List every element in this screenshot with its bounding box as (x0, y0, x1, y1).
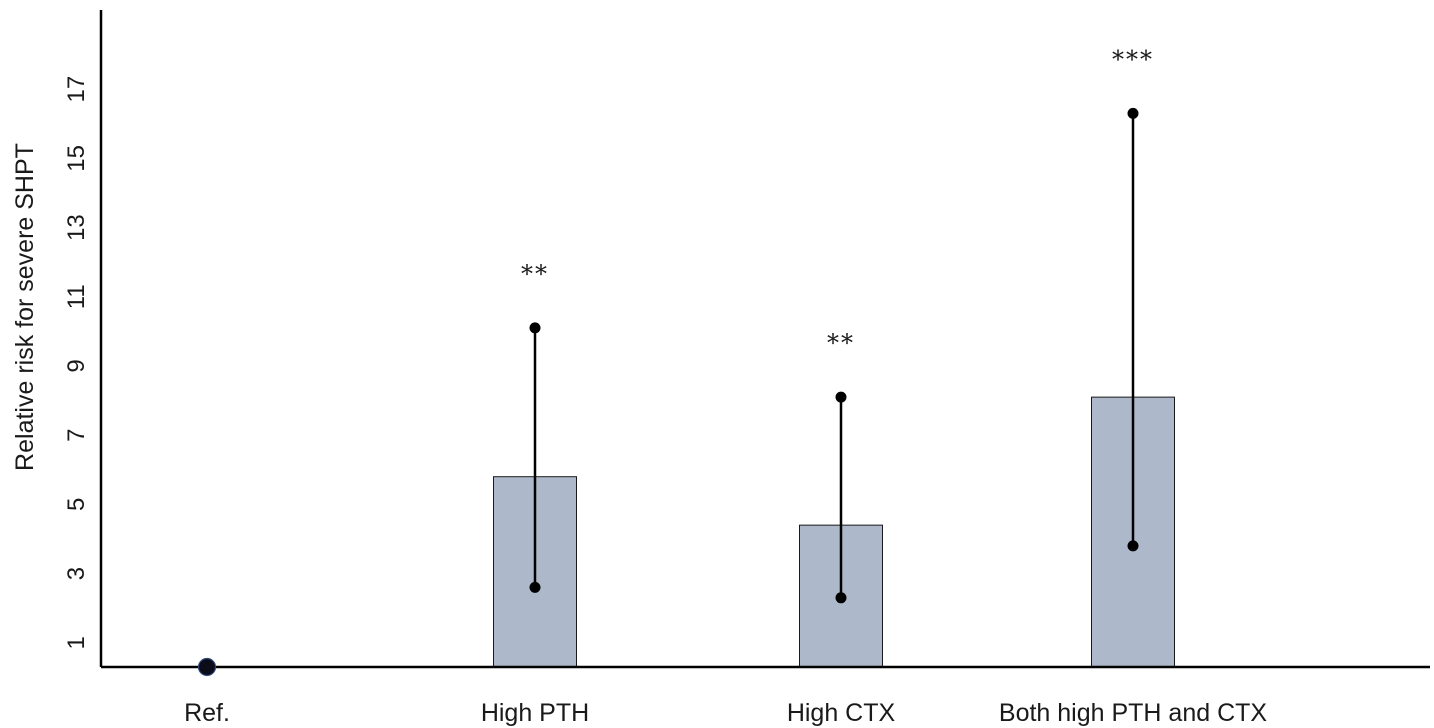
y-tick-label: 3 (63, 567, 90, 580)
y-tick-label: 1 (63, 636, 90, 649)
error-bars-group (529, 107, 1139, 604)
x-category-label: High CTX (787, 699, 896, 727)
ci-lower-dot (835, 592, 847, 604)
x-category-label: Both high PTH and CTX (999, 699, 1268, 727)
bars-group (493, 396, 1175, 668)
y-tick-label: 5 (63, 498, 90, 511)
axes-group (99, 10, 1430, 669)
y-tick-label: 13 (63, 214, 90, 241)
y-tick-label: 7 (63, 429, 90, 442)
x-category-label: High PTH (481, 699, 589, 727)
ci-upper-dot (835, 391, 847, 403)
ci-upper-dot (1127, 107, 1139, 119)
ci-lower-dot (1127, 540, 1139, 552)
reference-point-group (197, 657, 217, 677)
y-tick-label: 11 (63, 284, 90, 309)
x-axis-labels: Ref. High PTH High CTX Both high PTH and CT… (184, 699, 1267, 727)
y-tick-label: 17 (63, 76, 90, 103)
ci-upper-dot (529, 322, 541, 334)
significance-labels: ******* (521, 45, 1154, 357)
x-category-label: Ref. (184, 699, 230, 727)
significance-label: ** (827, 329, 855, 357)
ci-lower-dot (529, 581, 541, 593)
y-tick-label: 9 (63, 359, 90, 372)
significance-label: ** (521, 260, 549, 288)
reference-point (197, 657, 217, 677)
y-tick-label: 15 (63, 145, 90, 172)
y-axis-title: Relative risk for severe SHPT (11, 143, 39, 471)
significance-label: *** (1112, 45, 1154, 73)
